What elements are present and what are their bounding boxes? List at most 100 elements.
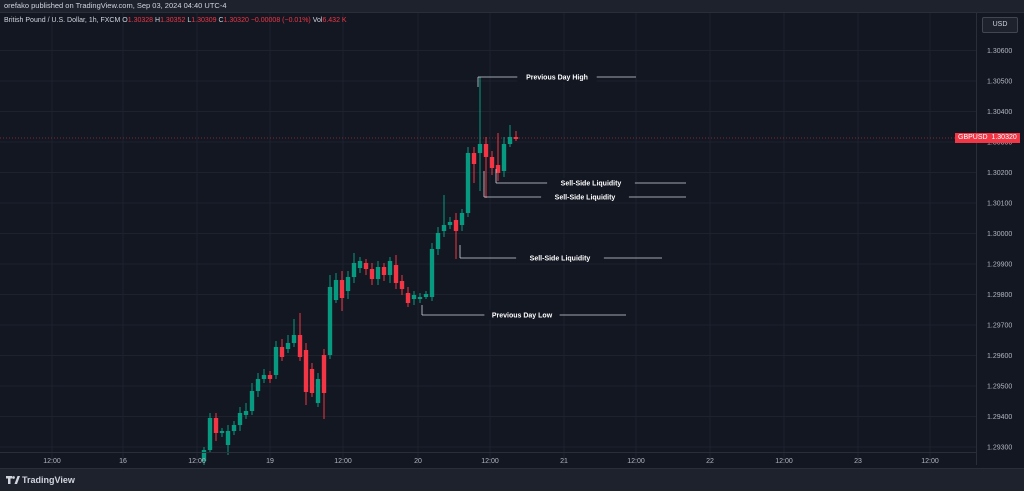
candle[interactable] xyxy=(417,293,423,303)
candle[interactable] xyxy=(513,131,519,141)
candle[interactable] xyxy=(399,275,405,295)
change-value: −0.00008 (−0.01%) xyxy=(250,17,311,24)
candle[interactable] xyxy=(501,137,507,177)
time-axis-label: 12:00 xyxy=(627,458,645,465)
time-axis-label: 12:00 xyxy=(188,458,206,465)
open-label: O xyxy=(122,17,128,24)
price-axis-label: 1.30200 xyxy=(987,170,1012,177)
candle[interactable] xyxy=(267,371,273,383)
candle[interactable] xyxy=(351,253,357,283)
candle[interactable] xyxy=(261,369,267,383)
annotation-line[interactable]: Previous Day Low xyxy=(421,305,626,320)
candle[interactable] xyxy=(315,373,321,407)
candle[interactable] xyxy=(507,125,513,147)
time-axis-label: 12:00 xyxy=(43,458,61,465)
tradingview-logo-icon xyxy=(6,476,20,484)
time-axis-label: 23 xyxy=(854,458,862,465)
time-axis-label: 12:00 xyxy=(921,458,939,465)
candle[interactable] xyxy=(243,403,249,419)
candle[interactable] xyxy=(207,413,213,453)
candle[interactable] xyxy=(447,217,453,229)
symbol-legend: British Pound / U.S. Dollar, 1h, FXCM O1… xyxy=(4,17,347,24)
candle[interactable] xyxy=(471,147,477,183)
candle[interactable] xyxy=(237,407,243,431)
candle[interactable] xyxy=(225,425,231,455)
candle[interactable] xyxy=(381,263,387,281)
candle[interactable] xyxy=(441,195,447,237)
candle[interactable] xyxy=(429,243,435,301)
candle[interactable] xyxy=(369,263,375,285)
volume-value: 6.432 K xyxy=(322,17,347,24)
candle[interactable] xyxy=(435,227,441,255)
candle[interactable] xyxy=(201,447,207,465)
candle[interactable] xyxy=(255,373,261,397)
candle[interactable] xyxy=(345,271,351,299)
candle[interactable] xyxy=(309,363,315,397)
annotation-line[interactable]: Sell-Side Liquidity xyxy=(495,169,686,188)
price-axis-label: 1.29500 xyxy=(987,384,1012,391)
price-axis-label: 1.29900 xyxy=(987,262,1012,269)
high-value: 1.30352 xyxy=(160,17,186,24)
time-axis-label: 12:00 xyxy=(775,458,793,465)
candle[interactable] xyxy=(495,133,501,181)
chart-canvas[interactable]: Previous Day High Sell-Side Liquidity Sell… xyxy=(0,13,976,465)
annotation-line[interactable]: Previous Day High xyxy=(477,72,636,87)
candle[interactable] xyxy=(393,255,399,289)
price-tag-value: 1.30320 xyxy=(991,134,1017,141)
candle[interactable] xyxy=(249,383,255,415)
annotation-label: Previous Day High xyxy=(526,75,588,82)
time-axis[interactable]: 12:00 16 12:00 19 12:00 20 12:00 21 12:00 22 12:00… xyxy=(0,452,976,466)
candle[interactable] xyxy=(303,343,309,405)
candle[interactable] xyxy=(465,147,471,217)
annotation-line[interactable]: Sell-Side Liquidity xyxy=(459,245,662,263)
candle[interactable] xyxy=(363,259,369,275)
currency-button[interactable]: USD xyxy=(982,17,1018,33)
time-axis-label: 12:00 xyxy=(481,458,499,465)
price-axis-label: 1.30600 xyxy=(987,48,1012,55)
time-axis-label: 16 xyxy=(119,458,127,465)
candle[interactable] xyxy=(339,271,345,311)
candle[interactable] xyxy=(273,341,279,379)
candle[interactable] xyxy=(327,275,333,359)
candle[interactable] xyxy=(333,273,339,303)
candle[interactable] xyxy=(357,257,363,273)
candle[interactable] xyxy=(489,151,495,175)
annotation-line[interactable]: Sell-Side Liquidity xyxy=(483,171,686,202)
candle[interactable] xyxy=(453,213,459,259)
price-axis[interactable]: 1.30600 1.30500 1.30400 1.30300 1.30200 1.301… xyxy=(976,13,1024,465)
price-axis-label: 1.30000 xyxy=(987,231,1012,238)
open-value: 1.30328 xyxy=(127,17,154,24)
candle[interactable] xyxy=(297,313,303,361)
candle[interactable] xyxy=(219,428,225,437)
candle[interactable] xyxy=(477,77,483,191)
price-axis-label: 1.29300 xyxy=(987,445,1012,452)
high-label: H xyxy=(155,17,161,24)
price-axis-label: 1.29600 xyxy=(987,353,1012,360)
candle[interactable] xyxy=(459,209,465,231)
candle[interactable] xyxy=(411,291,417,305)
annotation-label: Sell-Side Liquidity xyxy=(561,181,622,188)
candle[interactable] xyxy=(483,137,489,198)
candle[interactable] xyxy=(213,413,219,441)
close-value: 1.30320 xyxy=(223,17,249,24)
publish-bar: orefako published on TradingView.com, Se… xyxy=(0,0,1024,13)
price-axis-label: 1.29400 xyxy=(987,414,1012,421)
candle[interactable] xyxy=(387,257,393,283)
candle[interactable] xyxy=(405,287,411,307)
price-axis-label: 1.30100 xyxy=(987,201,1012,208)
candle[interactable] xyxy=(285,335,291,353)
price-tag-symbol: GBPUSD xyxy=(958,134,988,141)
price-axis-label: 1.30500 xyxy=(987,79,1012,86)
low-value: 1.30309 xyxy=(191,17,217,24)
price-axis-label: 1.29800 xyxy=(987,292,1012,299)
candle[interactable] xyxy=(231,421,237,435)
candle[interactable] xyxy=(423,291,429,299)
price-axis-label: 1.30300 xyxy=(987,140,1012,147)
time-axis-label: 20 xyxy=(414,458,422,465)
candle[interactable] xyxy=(291,319,297,347)
candle[interactable] xyxy=(375,261,381,285)
candle[interactable] xyxy=(279,339,285,361)
symbol-name: British Pound / U.S. Dollar, 1h, FXCM xyxy=(4,17,121,24)
candle[interactable] xyxy=(321,349,327,419)
time-axis-label: 19 xyxy=(266,458,274,465)
